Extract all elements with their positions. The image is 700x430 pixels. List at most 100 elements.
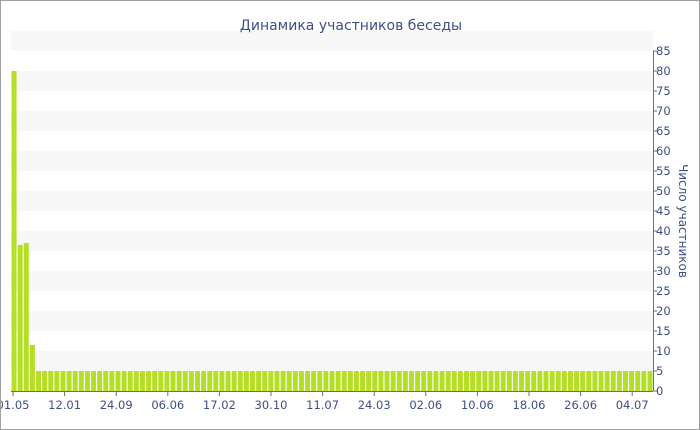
x-tick-label: 02.06: [409, 398, 442, 412]
grid-band: [11, 231, 653, 251]
grid-band: [11, 311, 653, 331]
grid-band: [11, 151, 653, 171]
x-tick-label: 01.05: [1, 398, 29, 412]
bar: [482, 371, 488, 391]
bar: [335, 371, 341, 391]
bar: [457, 371, 463, 391]
y-tick-label: 70: [656, 104, 671, 118]
bar: [48, 371, 54, 391]
bar: [23, 243, 29, 391]
bar: [11, 71, 17, 391]
bar: [78, 371, 84, 391]
bar: [250, 371, 256, 391]
bar: [72, 371, 78, 391]
bar: [176, 371, 182, 391]
bar: [201, 371, 207, 391]
bar: [84, 371, 90, 391]
bar: [372, 371, 378, 391]
bar: [610, 371, 616, 391]
grid-band: [11, 111, 653, 131]
x-tick-label: 24.03: [358, 398, 391, 412]
bar: [311, 371, 317, 391]
bar: [604, 371, 610, 391]
bar: [537, 371, 543, 391]
y-tick-label: 20: [656, 304, 671, 318]
bar: [580, 371, 586, 391]
bar: [494, 371, 500, 391]
y-tick-label: 10: [656, 344, 671, 358]
bar: [488, 371, 494, 391]
bar: [476, 371, 482, 391]
bar: [17, 245, 23, 391]
grid-band: [11, 271, 653, 291]
bar: [366, 371, 372, 391]
bar: [549, 371, 555, 391]
bar: [109, 371, 115, 391]
y-tick-label: 5: [656, 364, 663, 378]
bar: [262, 371, 268, 391]
bar: [402, 371, 408, 391]
bar: [231, 371, 237, 391]
bar: [54, 371, 60, 391]
bar: [182, 371, 188, 391]
bar: [256, 371, 262, 391]
y-tick-label: 85: [656, 44, 671, 58]
bar: [616, 371, 622, 391]
bar: [641, 371, 647, 391]
bar: [408, 371, 414, 391]
y-tick-label: 60: [656, 144, 671, 158]
bar: [329, 371, 335, 391]
bar: [60, 371, 66, 391]
bar: [323, 371, 329, 391]
bar: [384, 371, 390, 391]
bar: [427, 371, 433, 391]
bar: [598, 371, 604, 391]
grid-band: [11, 191, 653, 211]
bar: [66, 371, 72, 391]
grid-band: [11, 351, 653, 371]
bar: [635, 371, 641, 391]
bar: [561, 371, 567, 391]
grid-band: [11, 31, 653, 51]
y-tick-label: 25: [656, 284, 671, 298]
x-tick-label: 24.09: [100, 398, 133, 412]
x-tick-label: 18.06: [513, 398, 546, 412]
chart-title: Динамика участников беседы: [240, 18, 462, 34]
bar: [97, 371, 103, 391]
x-tick-label: 12.01: [48, 398, 81, 412]
bar: [512, 371, 518, 391]
bar: [586, 371, 592, 391]
x-tick-labels: 01.05 12.01 24.09 06.06 17.02 30.10 11.07 24.03…: [1, 398, 649, 412]
bar: [543, 371, 549, 391]
y-tick-label: 30: [656, 264, 671, 278]
grid-band: [11, 71, 653, 91]
y-tick-label: 65: [656, 124, 671, 138]
bar: [555, 371, 561, 391]
bar: [506, 371, 512, 391]
bar: [286, 371, 292, 391]
axes-group: [11, 50, 657, 396]
bar: [305, 371, 311, 391]
bar: [629, 371, 635, 391]
bar: [219, 371, 225, 391]
bar: [127, 371, 133, 391]
y-tick-label: 80: [656, 64, 671, 78]
bar: [574, 371, 580, 391]
bar: [42, 371, 48, 391]
bar: [317, 371, 323, 391]
bar: [280, 371, 286, 391]
bar: [647, 371, 653, 391]
bar: [268, 371, 274, 391]
bar: [139, 371, 145, 391]
bar: [121, 371, 127, 391]
x-tick-label: 11.07: [306, 398, 339, 412]
bar: [103, 371, 109, 391]
bar: [378, 371, 384, 391]
y-tick-label: 0: [656, 384, 663, 398]
bar: [115, 371, 121, 391]
bar: [146, 371, 152, 391]
x-tick-label: 26.06: [564, 398, 597, 412]
y-tick-label: 35: [656, 244, 671, 258]
